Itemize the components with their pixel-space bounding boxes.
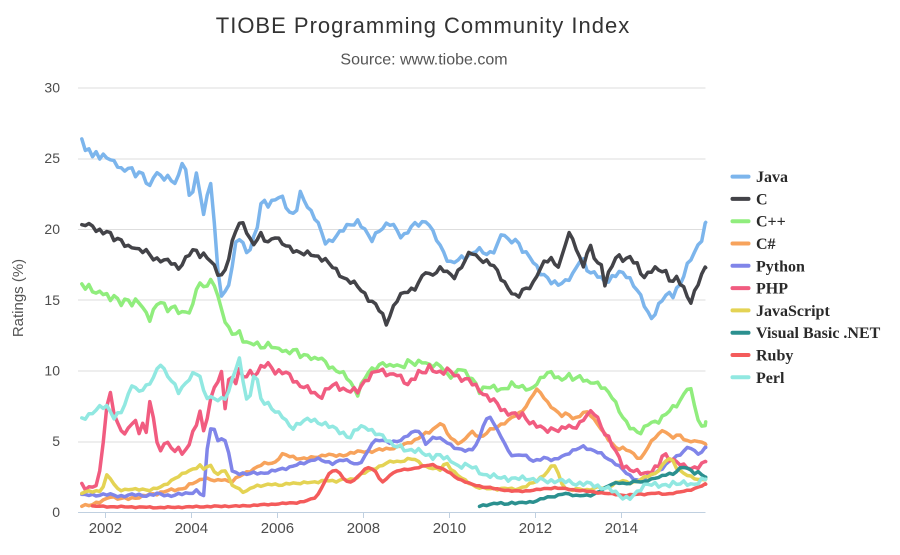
- svg-text:C: C: [756, 191, 768, 208]
- svg-text:2006: 2006: [261, 520, 294, 537]
- svg-text:C#: C#: [756, 236, 776, 253]
- svg-text:C++: C++: [756, 214, 786, 231]
- svg-text:2010: 2010: [433, 520, 466, 537]
- svg-text:TIOBE Programming Community In: TIOBE Programming Community Index: [216, 13, 630, 38]
- svg-text:Ruby: Ruby: [756, 348, 793, 365]
- svg-text:2014: 2014: [605, 520, 638, 537]
- svg-text:Ratings (%): Ratings (%): [10, 259, 27, 337]
- svg-text:Visual Basic .NET: Visual Basic .NET: [756, 325, 881, 342]
- svg-text:0: 0: [52, 504, 60, 520]
- svg-text:PHP: PHP: [756, 281, 788, 298]
- svg-text:Java: Java: [756, 169, 788, 186]
- svg-text:25: 25: [44, 150, 60, 166]
- svg-text:Perl: Perl: [756, 370, 785, 387]
- svg-text:10: 10: [44, 363, 60, 379]
- svg-text:2002: 2002: [89, 520, 122, 537]
- svg-text:5: 5: [52, 433, 60, 449]
- svg-text:20: 20: [44, 221, 60, 237]
- svg-text:JavaScript: JavaScript: [756, 303, 830, 320]
- svg-text:2004: 2004: [175, 520, 208, 537]
- svg-text:15: 15: [44, 292, 60, 308]
- svg-text:Python: Python: [756, 258, 805, 275]
- svg-text:Source: www.tiobe.com: Source: www.tiobe.com: [340, 52, 507, 69]
- svg-text:30: 30: [44, 80, 60, 96]
- svg-text:2008: 2008: [347, 520, 380, 537]
- svg-text:2012: 2012: [519, 520, 552, 537]
